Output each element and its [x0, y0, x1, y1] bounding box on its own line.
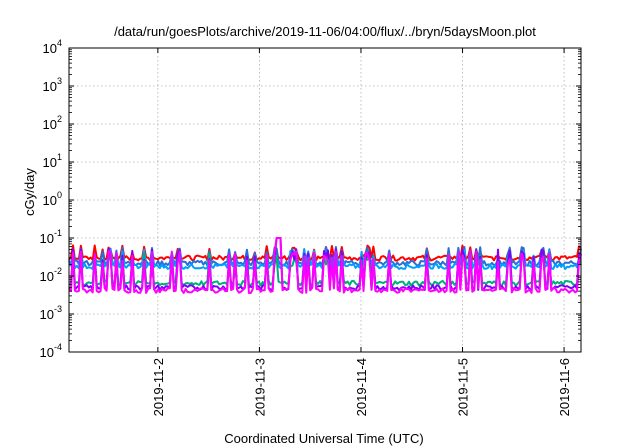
grid: [69, 48, 581, 352]
y-tick-label: 104: [43, 38, 62, 56]
chart-title: /data/run/goesPlots/archive/2019-11-06/0…: [114, 24, 536, 39]
y-tick-label: 103: [43, 76, 62, 94]
y-tick-label: 10-3: [40, 304, 62, 322]
x-tick-label: 2019-11-4: [354, 358, 369, 416]
x-axis-label: Coordinated Universal Time (UTC): [224, 431, 423, 446]
chart: /data/run/goesPlots/archive/2019-11-06/0…: [0, 0, 640, 448]
y-tick-label: 100: [43, 190, 62, 208]
x-axis: 2019-11-2 2019-11-3 2019-11-4 2019-11-5 2019…: [151, 48, 572, 416]
x-tick-label: 2019-11-3: [252, 358, 267, 416]
y-axis-label: cGy/day: [22, 168, 37, 216]
y-tick-label: 10-2: [40, 266, 62, 284]
y-tick-label: 10-4: [40, 342, 62, 360]
y-tick-label: 102: [43, 114, 62, 132]
y-tick-label: 10-1: [40, 228, 62, 246]
x-tick-label: 2019-11-2: [151, 358, 166, 416]
x-tick-label: 2019-11-5: [456, 358, 471, 416]
series-group: [69, 238, 581, 293]
y-tick-label: 101: [43, 152, 62, 170]
x-tick-label: 2019-11-6: [557, 358, 572, 416]
